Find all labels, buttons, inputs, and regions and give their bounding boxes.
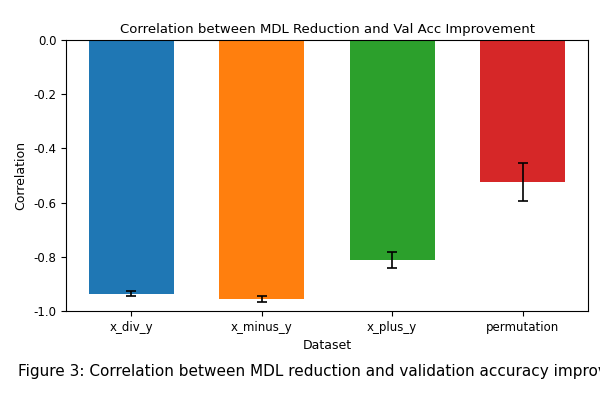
- Y-axis label: Correlation: Correlation: [15, 141, 28, 210]
- X-axis label: Dataset: Dataset: [302, 340, 352, 352]
- Bar: [220, 40, 304, 299]
- Bar: [89, 40, 173, 294]
- Bar: [481, 40, 565, 182]
- Text: Figure 3: Correlation between MDL reduction and validation accuracy improvement: Figure 3: Correlation between MDL reduct…: [18, 363, 600, 379]
- Bar: [350, 40, 434, 260]
- Title: Correlation between MDL Reduction and Val Acc Improvement: Correlation between MDL Reduction and Va…: [119, 23, 535, 36]
